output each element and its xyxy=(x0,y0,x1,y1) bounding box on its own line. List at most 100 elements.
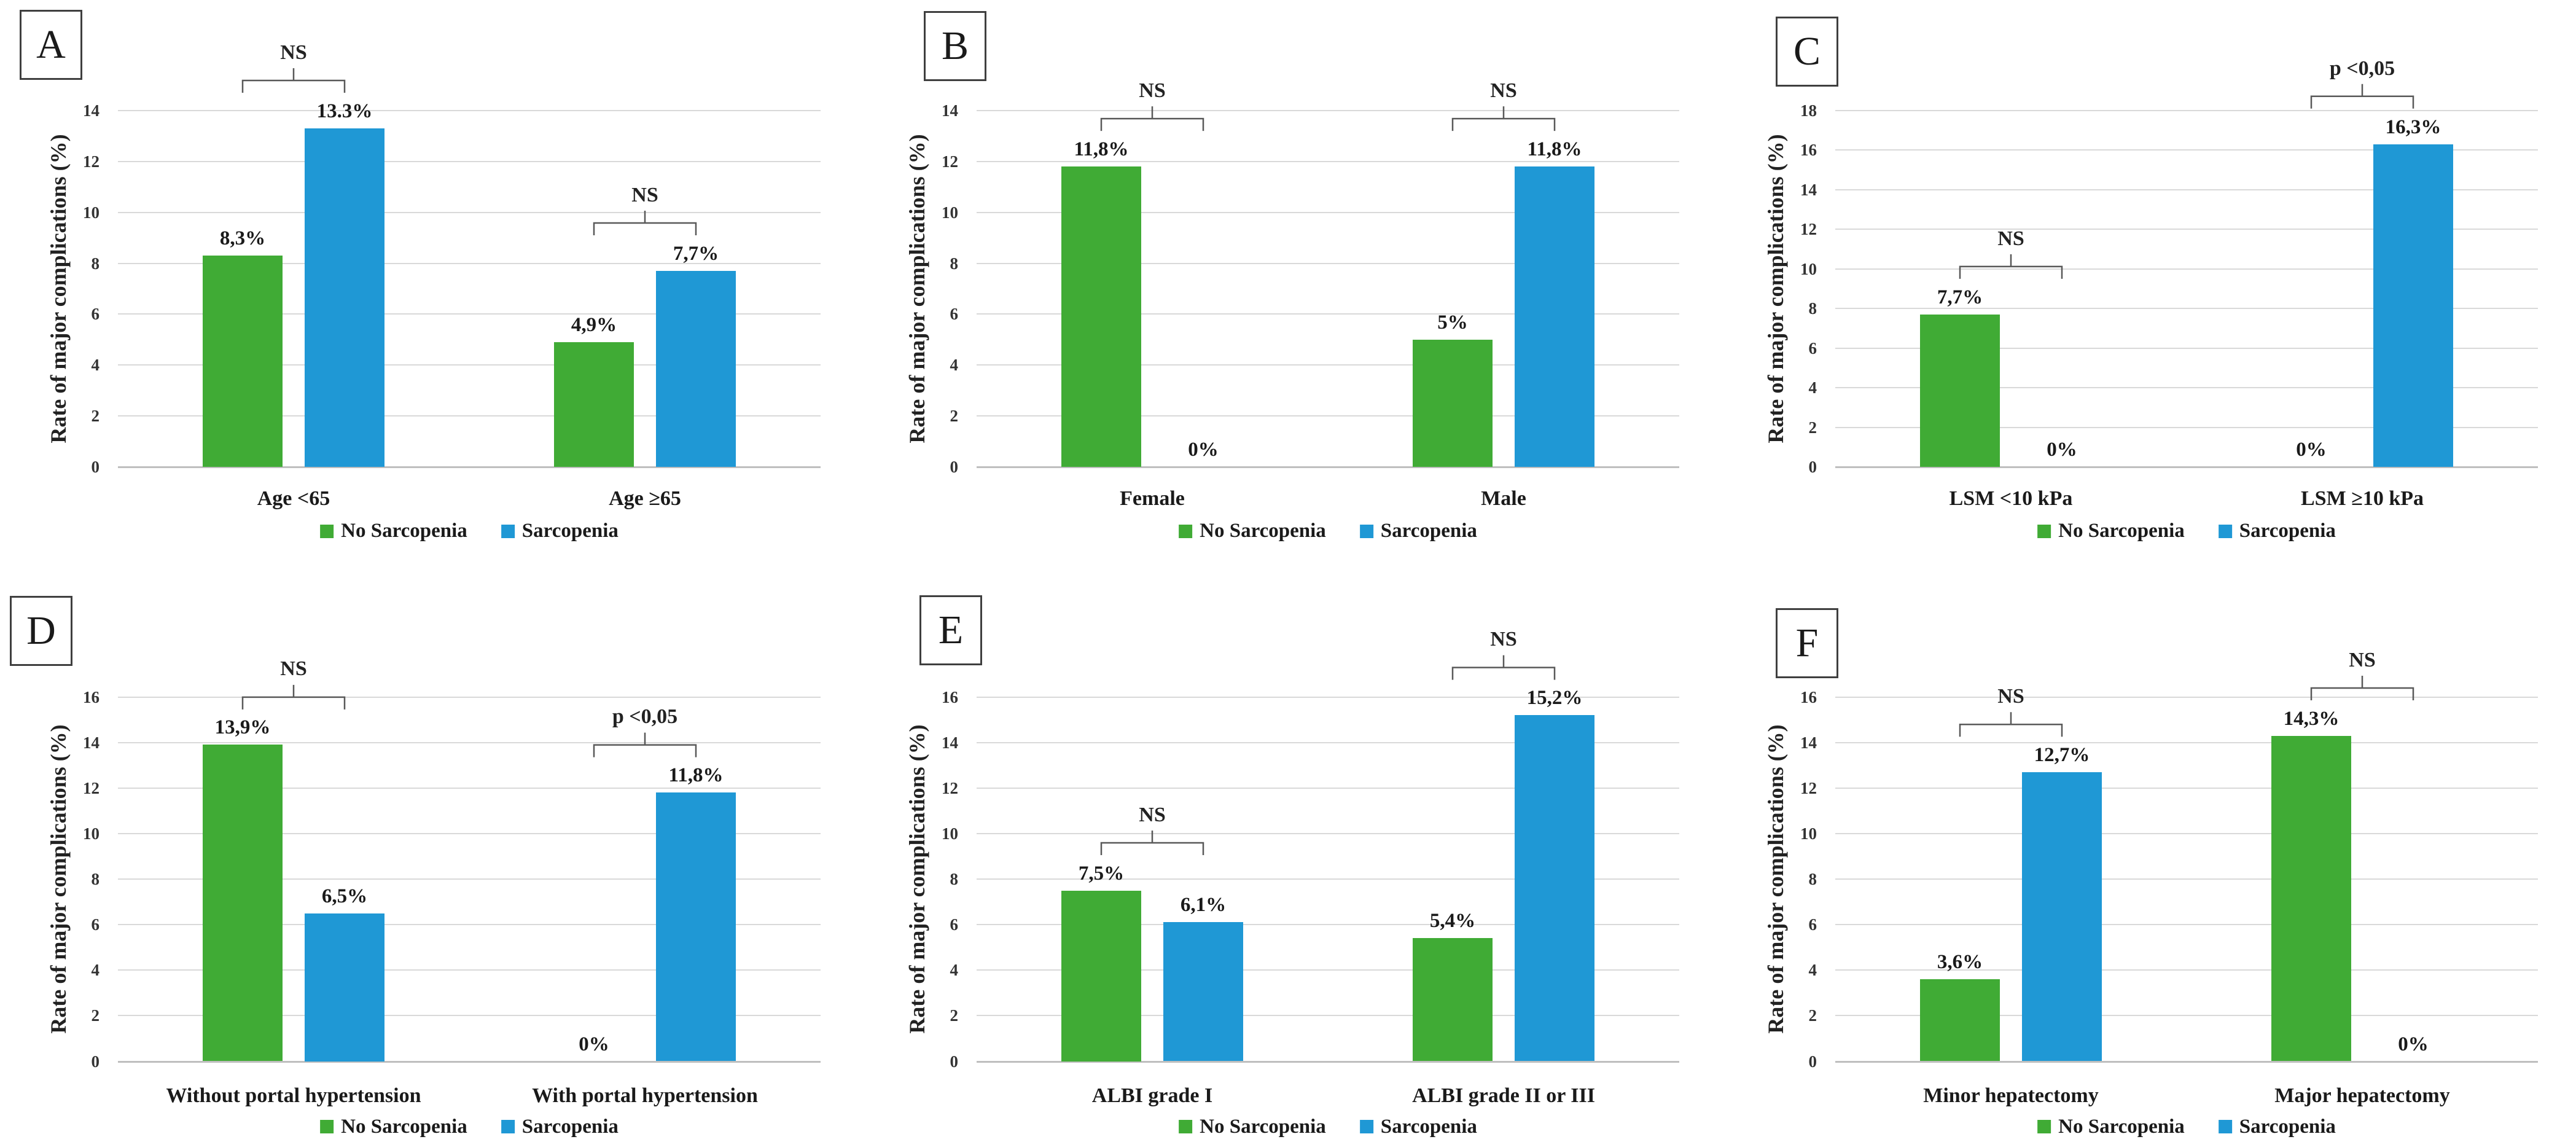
y-tick-label: 2 xyxy=(950,1006,959,1025)
significance-label: NS xyxy=(1997,684,2024,708)
legend-item-sarcopenia: Sarcopenia xyxy=(1359,1116,1477,1138)
significance-label: NS xyxy=(280,41,307,64)
legend-label: Sarcopenia xyxy=(2239,520,2336,542)
y-tick-label: 10 xyxy=(83,203,100,222)
legend-swatch-icon xyxy=(320,1120,334,1133)
category-label: ALBI grade I xyxy=(1091,1084,1213,1107)
gridline xyxy=(118,110,821,111)
value-label: 7,7% xyxy=(1937,286,1983,308)
bar-sarcopenia xyxy=(1163,922,1243,1062)
gridline xyxy=(118,211,821,213)
category-label: Without portal hypertension xyxy=(166,1084,421,1107)
panel-letter-D: D xyxy=(10,595,72,666)
value-label: 11,8% xyxy=(1074,138,1129,161)
legend-swatch-icon xyxy=(1179,524,1193,538)
significance-label: NS xyxy=(1139,79,1166,103)
y-tick-label: 0 xyxy=(1808,1052,1817,1071)
gridline xyxy=(118,787,821,789)
y-tick-label: 4 xyxy=(91,961,100,980)
y-tick-label: 2 xyxy=(1808,1006,1817,1025)
y-tick-label: 0 xyxy=(91,1052,100,1071)
gridline xyxy=(1835,696,2538,698)
y-tick-label: 4 xyxy=(950,961,959,980)
value-label: 3,6% xyxy=(1937,951,1983,974)
significance-label: NS xyxy=(1490,628,1517,651)
y-tick-label: 14 xyxy=(1800,733,1817,752)
y-axis-title: Rate of major complications (%) xyxy=(905,134,929,444)
panel-letter-A: A xyxy=(20,10,82,80)
gridline xyxy=(118,741,821,743)
legend-item-sarcopenia: Sarcopenia xyxy=(1359,520,1477,542)
legend-item-sarcopenia: Sarcopenia xyxy=(2218,1116,2336,1138)
y-tick-label: 2 xyxy=(950,407,959,426)
gridline xyxy=(1835,741,2538,743)
value-label: 0% xyxy=(1188,439,1219,461)
bar-no-sarcopenia xyxy=(1920,314,2000,467)
y-tick-label: 0 xyxy=(1808,458,1817,476)
legend-label: No Sarcopenia xyxy=(2058,1115,2185,1138)
panel-B: B Rate of major complications (%) 0 2 4 6 8 10 1… xyxy=(859,0,1717,571)
y-tick-label: 14 xyxy=(942,101,958,120)
value-label: 15,2% xyxy=(1526,687,1583,710)
panel-C: C Rate of major complications (%) 0 2 4 6 8 10 1… xyxy=(1717,0,2576,571)
legend-label: Sarcopenia xyxy=(1380,520,1477,542)
y-tick-label: 2 xyxy=(91,407,100,426)
bar-no-sarcopenia xyxy=(1061,166,1141,467)
category-label: With portal hypertension xyxy=(532,1084,758,1107)
legend-swatch-icon xyxy=(320,524,334,538)
legend: No Sarcopenia Sarcopenia xyxy=(320,520,619,542)
significance-label: NS xyxy=(2349,648,2376,671)
x-axis-line xyxy=(1835,1060,2538,1063)
gridline xyxy=(1835,229,2538,230)
y-tick-label: 14 xyxy=(83,101,100,120)
y-tick-label: 12 xyxy=(1800,220,1817,239)
legend-label: Sarcopenia xyxy=(521,1115,619,1138)
bar-no-sarcopenia xyxy=(2271,735,2351,1062)
value-label: 6,5% xyxy=(321,885,368,907)
y-tick-label: 6 xyxy=(950,305,959,324)
category-label: LSM <10 kPa xyxy=(1949,487,2073,510)
gridline xyxy=(977,696,1679,698)
y-tick-label: 8 xyxy=(950,254,959,273)
gridline xyxy=(118,160,821,162)
value-label: 0% xyxy=(2296,439,2327,461)
legend-item-no-sarcopenia: No Sarcopenia xyxy=(2037,520,2185,542)
gridline xyxy=(1835,308,2538,310)
legend-swatch-icon xyxy=(2218,524,2232,538)
y-tick-label: 14 xyxy=(83,733,100,752)
y-tick-label: 14 xyxy=(1800,180,1817,199)
y-tick-label: 12 xyxy=(83,152,100,171)
gridline xyxy=(118,696,821,698)
gridline xyxy=(977,878,1679,880)
gridline xyxy=(977,262,1679,264)
legend: No Sarcopenia Sarcopenia xyxy=(2037,1116,2336,1138)
gridline xyxy=(1835,347,2538,349)
value-label: 4,9% xyxy=(571,314,617,336)
y-tick-label: 12 xyxy=(83,778,100,797)
category-label: Male xyxy=(1481,487,1526,510)
bar-no-sarcopenia xyxy=(203,256,283,467)
x-axis-line xyxy=(118,466,821,468)
gridline xyxy=(1835,969,2538,971)
gridline xyxy=(118,313,821,315)
y-tick-label: 10 xyxy=(1800,259,1817,278)
bar-no-sarcopenia xyxy=(1061,890,1141,1062)
legend-item-no-sarcopenia: No Sarcopenia xyxy=(2037,1116,2185,1138)
category-label: ALBI grade II or III xyxy=(1412,1084,1595,1107)
value-label: 5,4% xyxy=(1429,910,1476,933)
y-tick-label: 8 xyxy=(91,254,100,273)
y-tick-label: 0 xyxy=(91,458,100,476)
panel-letter-B: B xyxy=(924,11,986,81)
y-tick-label: 16 xyxy=(1800,141,1817,160)
y-tick-label: 10 xyxy=(942,203,958,222)
value-label: 13,9% xyxy=(214,716,271,739)
bar-sarcopenia xyxy=(2022,772,2102,1062)
panel-letter-F: F xyxy=(1776,608,1838,678)
legend-item-sarcopenia: Sarcopenia xyxy=(2218,520,2336,542)
y-tick-label: 2 xyxy=(1808,418,1817,437)
panel-E: E Rate of major complications (%) 0 2 4 6 8 10 1… xyxy=(859,571,1717,1142)
legend: No Sarcopenia Sarcopenia xyxy=(1179,1116,1477,1138)
gridline xyxy=(118,262,821,264)
legend-swatch-icon xyxy=(1179,1120,1193,1133)
value-label: 7,5% xyxy=(1078,862,1125,885)
